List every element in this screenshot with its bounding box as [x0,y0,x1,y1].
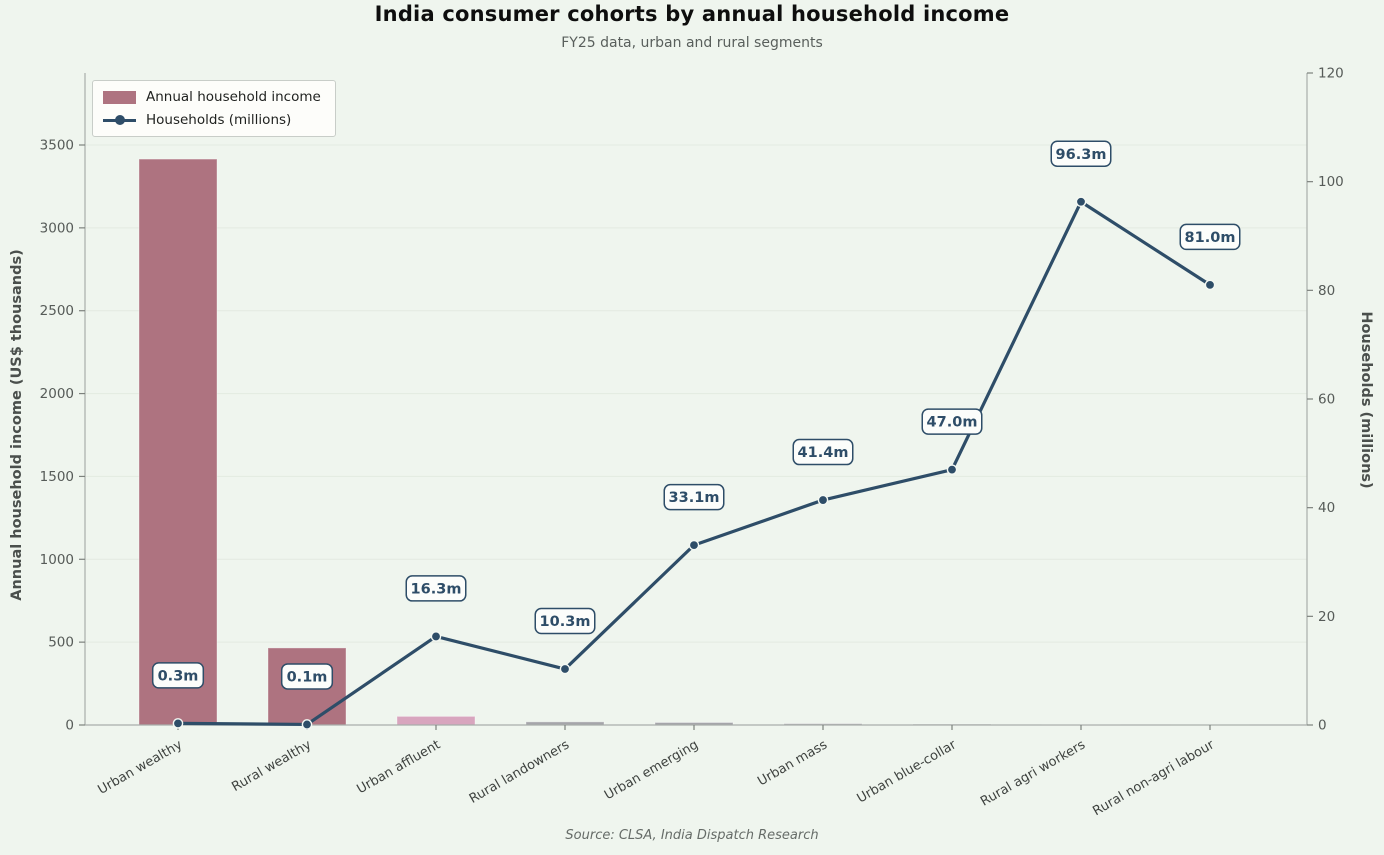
x-category-label: Rural landowners [467,737,572,806]
income-bar [138,158,218,726]
y-tick-label-left: 500 [48,635,74,651]
data-point-marker [430,631,442,642]
legend-item-income: Annual household income [103,89,321,105]
bar-swatch-icon [103,90,136,104]
annotation-label: 0.3m [158,668,199,684]
income-bar [396,715,476,726]
x-category-label: Rural wealthy [229,737,314,795]
annotation-box [1179,223,1241,251]
data-point-marker [1204,279,1216,291]
annotation-box [663,483,725,511]
line-dot-swatch-icon [103,114,136,127]
y-tick-label-left: 2000 [40,386,74,402]
annotation-box [921,408,983,435]
annotation-box [534,607,596,635]
x-category-label: Urban mass [755,737,830,789]
x-category-label: Urban affluent [354,737,443,797]
x-category-label: Urban emerging [602,737,701,803]
y-tick-label-left: 1500 [40,469,74,485]
source-note: Source: CLSA, India Dispatch Research [565,828,819,843]
legend-label-households: Households (millions) [146,112,292,128]
annotation-label: 0.1m [287,669,328,685]
annotation-box [405,575,467,602]
data-point-marker [301,719,313,730]
annotation-box [151,662,205,689]
annotation-label: 10.3m [540,614,591,630]
annotation-label: 41.4m [798,445,849,461]
annotation-label: 47.0m [927,415,978,431]
y-tick-label-left: 2500 [40,303,74,319]
y-tick-label-right: 60 [1318,392,1335,408]
data-point-marker [688,539,700,551]
data-point-marker [817,494,829,506]
annotation-label: 33.1m [669,490,720,506]
chart-subtitle: FY25 data, urban and rural segments [561,35,823,51]
annotation-label: 16.3m [411,581,462,597]
legend: Annual household income Households (mill… [92,80,336,137]
y-tick-label-left: 0 [65,718,74,734]
legend-label-income: Annual household income [146,89,321,105]
data-point-marker [1075,196,1087,208]
chart-title: India consumer cohorts by annual househo… [374,2,1010,26]
households-line [176,200,1212,727]
annotation-box [280,663,334,690]
data-point-marker [559,663,571,675]
x-category-label: Urban blue-collar [855,737,960,806]
x-category-label: Urban wealthy [95,737,185,797]
y-axis-label-right: Households (millions) [1358,311,1374,489]
x-category-label: Rural non-agri labour [1090,737,1217,819]
y-tick-label-right: 80 [1318,283,1335,299]
legend-item-households: Households (millions) [103,112,321,128]
y-tick-label-right: 0 [1318,718,1327,734]
y-tick-label-left: 3500 [40,138,74,154]
x-category-label: Rural agri workers [978,737,1088,809]
annotation-label: 96.3m [1056,147,1107,163]
y-tick-label-right: 40 [1318,500,1335,516]
annotation-label: 81.0m [1185,230,1236,246]
y-tick-label-right: 120 [1318,66,1344,82]
annotation-box [1050,140,1112,168]
data-point-marker [172,718,184,729]
y-tick-label-left: 3000 [40,220,74,236]
y-tick-label-left: 1000 [40,552,74,568]
y-tick-label-right: 20 [1318,609,1335,625]
data-point-marker [946,464,958,475]
y-axis-label-left: Annual household income (US$ thousands) [9,249,25,601]
annotation-box [792,438,854,466]
y-tick-label-right: 100 [1318,174,1344,190]
